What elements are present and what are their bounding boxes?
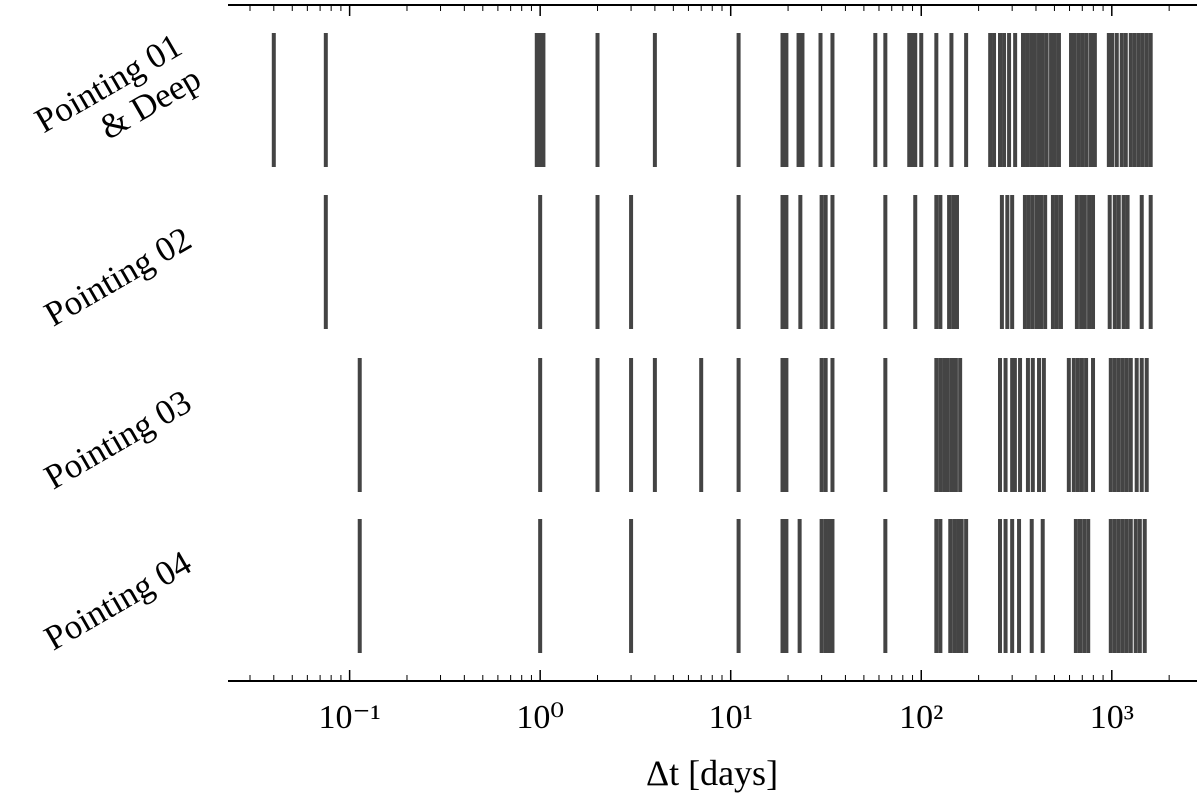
x-tick-label: 10⁰ bbox=[516, 699, 564, 736]
x-tick-label: 10³ bbox=[1090, 699, 1134, 736]
x-tick-label: 10⁻¹ bbox=[319, 699, 381, 736]
x-axis-label: Δt [days] bbox=[646, 753, 778, 793]
x-tick-label: 10¹ bbox=[709, 699, 753, 736]
x-tick-label: 10² bbox=[899, 699, 943, 736]
